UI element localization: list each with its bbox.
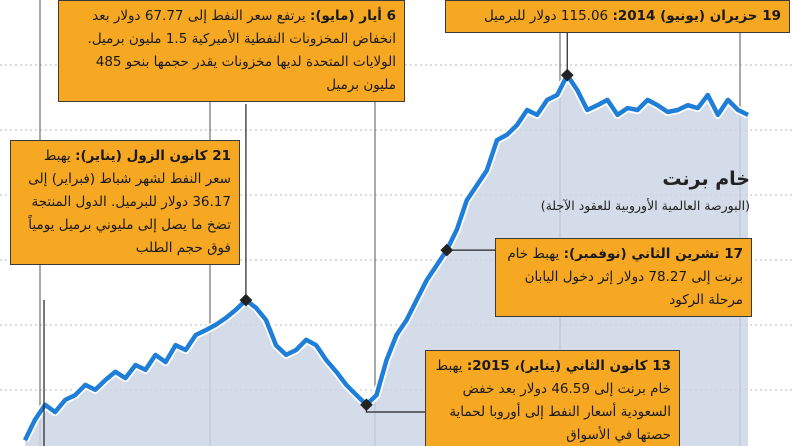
annotation-text: يهبط خام برنت إلى 46.59 دولار بعد خفض ال… [435,358,671,443]
annotation-heading: 21 كانون الزول (يناير): [75,148,231,164]
annotation-heading: 19 حزيران (يونيو) 2014: [612,8,781,24]
annotation-text: يرتفع سعر النفط إلى 67.77 دولار بعد انخف… [87,8,396,93]
annotation-text: 115.06 دولار للبرميل [483,8,609,24]
annotation-heading: 13 كانون الثاني (يناير)، 2015: [466,358,671,374]
chart-subtitle: (البورصة العالمية الأوروبية للعقود الآجل… [540,198,750,213]
annotation-text: يهبط سعر النفط لشهر شباط (فبراير) إلى 36… [28,148,231,256]
annotation-heading: 17 تشرين الثاني (نوفمبر): [563,246,743,262]
annotation-text: يهبط خام برنت إلى 78.27 دولار إثر دخول ا… [507,246,743,308]
price-line [22,72,749,442]
annotation-heading: 6 أيار (مايو): [309,8,396,24]
annotation-marker [239,293,253,307]
annotation-box: 17 تشرين الثاني (نوفمبر): يهبط خام برنت … [495,238,752,317]
annotation-marker [360,398,373,412]
chart-title: خام برنت [662,168,750,190]
annotation-box: 6 أيار (مايو): يرتفع سعر النفط إلى 67.77… [58,0,405,102]
annotation-box: 19 حزيران (يونيو) 2014: 115.06 دولار للب… [445,0,790,33]
annotation-box: 13 كانون الثاني (يناير)، 2015: يهبط خام … [425,350,680,446]
annotation-box: 21 كانون الزول (يناير): يهبط سعر النفط ل… [10,140,240,265]
annotation-marker [440,243,454,257]
